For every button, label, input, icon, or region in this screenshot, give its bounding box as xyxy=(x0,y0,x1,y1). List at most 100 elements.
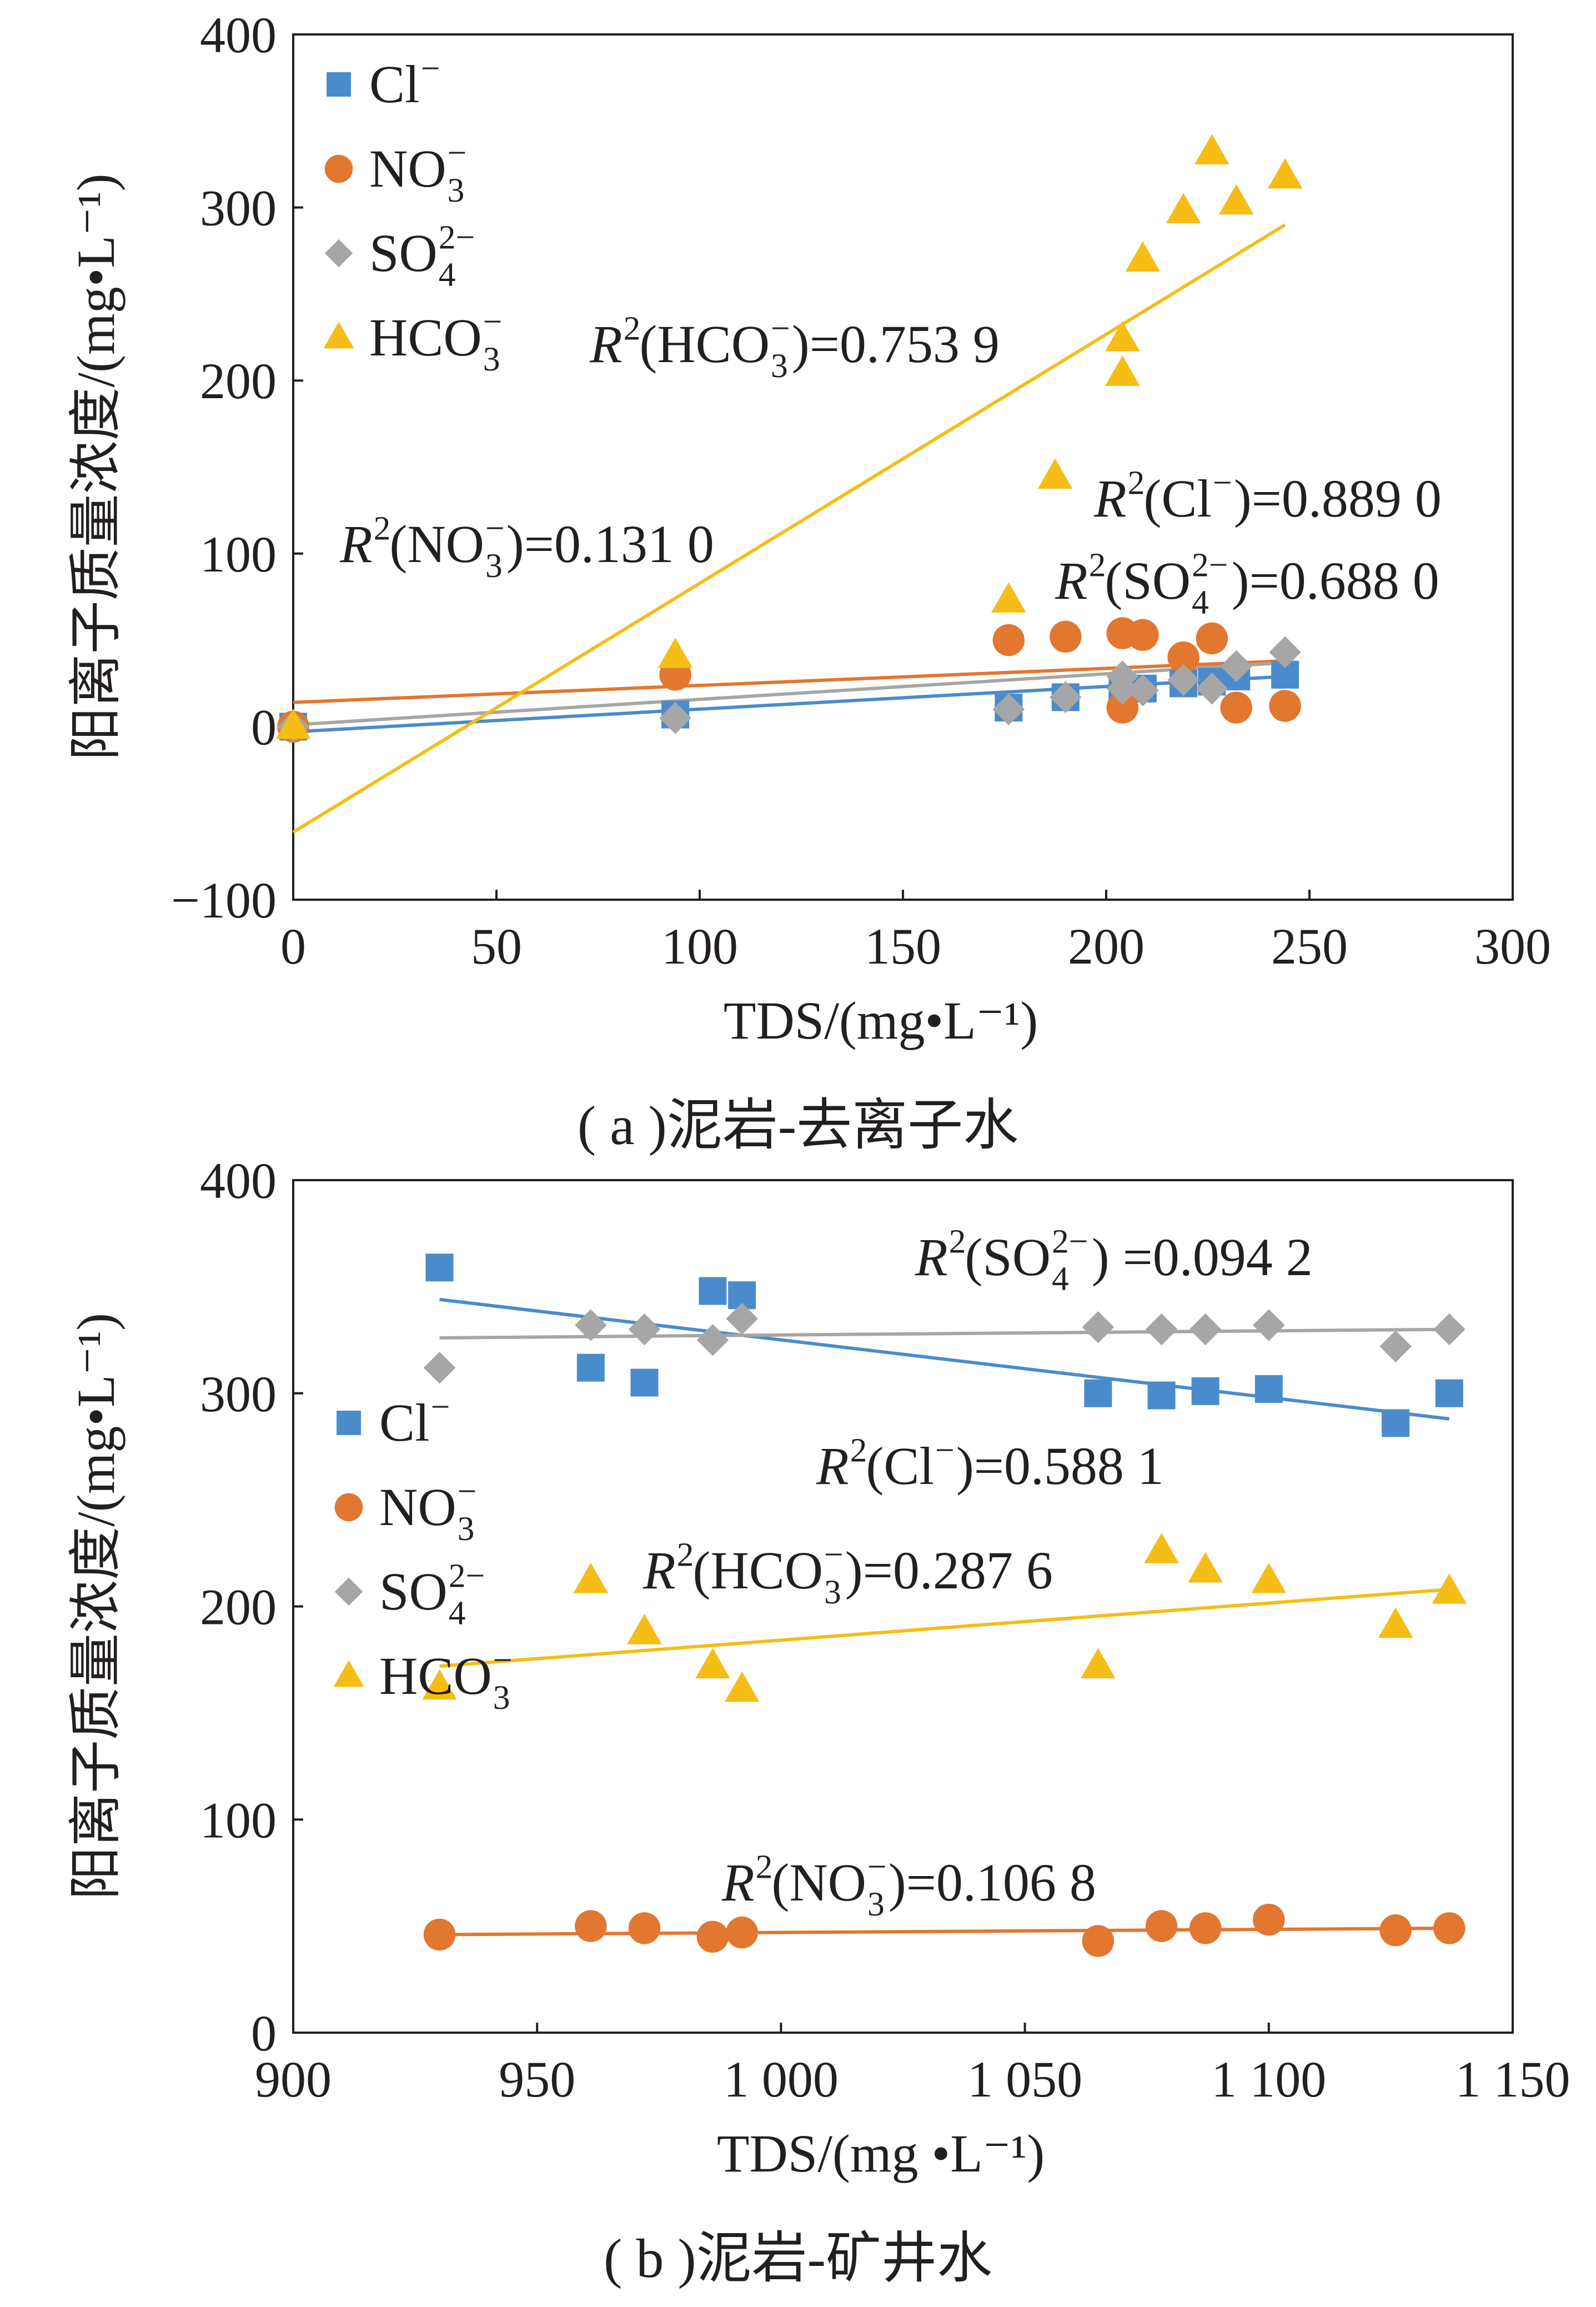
r2-label-cl-r: R xyxy=(816,1436,849,1496)
point-hco3 xyxy=(1378,1607,1413,1638)
legend-label-cl-sup: − xyxy=(421,50,440,88)
fit-line-hco3 xyxy=(439,1587,1450,1668)
point-no3 xyxy=(1082,1925,1115,1957)
r2-label-cl: R 2(Cl −)=0.889 0 xyxy=(1093,464,1442,528)
legend-label-hco3: HCO −3 xyxy=(379,1642,512,1717)
point-hco3 xyxy=(1081,1648,1116,1678)
legend-label-so4-sub: 4 xyxy=(439,256,456,294)
r2-label-no3-value: )=0.131 0 xyxy=(506,514,714,574)
point-so4 xyxy=(696,1324,729,1356)
point-no3 xyxy=(1167,641,1199,674)
point-no3 xyxy=(1189,1912,1222,1944)
point-cl xyxy=(699,1277,727,1305)
legend-label-no3: NO −3 xyxy=(379,1473,476,1548)
r2-label-cl-r: R xyxy=(1093,469,1127,528)
r2-label-so4-value: )=0.688 0 xyxy=(1232,551,1439,610)
point-so4 xyxy=(628,1313,661,1346)
y-tick-label: 0 xyxy=(251,2005,277,2062)
legend-marker-so4 xyxy=(324,239,353,268)
legend-label-hco3-base: HCO xyxy=(369,308,482,367)
point-no3 xyxy=(1050,620,1082,653)
legend-marker-hco3 xyxy=(333,1660,364,1687)
legend-label-no3-sup: − xyxy=(458,1473,477,1511)
legend-label-so4-base: SO xyxy=(369,223,438,283)
r2-label-no3: R 2(NO −3)=0.131 0 xyxy=(339,510,714,585)
point-so4 xyxy=(1269,636,1301,669)
point-no3 xyxy=(1106,691,1139,724)
series-so4 xyxy=(277,636,1301,743)
point-cl xyxy=(425,1253,454,1282)
r2-label-so4-value: ) =0.094 2 xyxy=(1092,1227,1313,1287)
point-so4 xyxy=(1127,674,1159,706)
point-hco3 xyxy=(573,1562,609,1593)
point-no3 xyxy=(1433,1912,1465,1944)
point-so4 xyxy=(1082,1311,1115,1343)
r2-label-no3: R 2(NO −3)=0.106 8 xyxy=(721,1848,1096,1923)
x-tick-label: 1 150 xyxy=(1456,2051,1570,2108)
r2-label-hco3: R 2(HCO −3)=0.753 9 xyxy=(589,310,1000,385)
r2-label-so4-ion-sup: 2− xyxy=(1192,546,1228,584)
point-hco3 xyxy=(695,1648,730,1678)
legend-label-cl-base: Cl xyxy=(369,54,420,114)
legend-label-no3-base: NO xyxy=(379,1477,456,1537)
r2-label-no3-ion-sub: 3 xyxy=(867,1885,885,1923)
point-hco3 xyxy=(1432,1573,1467,1604)
r2-label-hco3-value: )=0.287 6 xyxy=(845,1541,1053,1600)
x-tick-label: 1 000 xyxy=(724,2051,839,2108)
point-so4 xyxy=(1106,673,1139,705)
point-no3 xyxy=(696,1920,729,1953)
legend-label-no3-sub: 3 xyxy=(458,1510,475,1548)
fit-line-so4 xyxy=(439,1327,1449,1340)
point-so4 xyxy=(1253,1309,1285,1341)
point-so4 xyxy=(1167,664,1199,696)
point-no3 xyxy=(423,1918,456,1951)
x-tick-label: 100 xyxy=(661,918,738,975)
y-axis-label: 阳离子质量浓度/(mg•L⁻¹) xyxy=(66,174,126,761)
r2-label-so4-r-sup: 2 xyxy=(949,1223,966,1261)
r2-label-cl-value: )=0.588 1 xyxy=(956,1436,1164,1496)
legend-label-so4-sub: 4 xyxy=(449,1594,466,1632)
r2-label-cl-ion-sup: − xyxy=(1213,464,1232,502)
point-cl xyxy=(1435,1379,1463,1407)
legend-label-so4-sup: 2− xyxy=(449,1557,485,1595)
r2-label-cl-ion: (Cl xyxy=(1143,469,1212,528)
chart-b: 900 950 1 000 1 050 1 100 1 150 0 100 200 300 400 T… xyxy=(66,1152,1570,2289)
r2-label-so4-r-sup: 2 xyxy=(1089,546,1106,584)
y-axis-label: 阳离子质量浓度/(mg•L⁻¹) xyxy=(66,1313,126,1900)
point-hco3 xyxy=(1105,320,1140,352)
r2-label-so4-ion: (SO xyxy=(965,1227,1051,1287)
legend-label-hco3-sub: 3 xyxy=(493,1679,510,1717)
legend-label-hco3-base: HCO xyxy=(379,1646,492,1706)
point-so4 xyxy=(1145,1313,1178,1346)
point-no3 xyxy=(1253,1903,1285,1936)
point-cl xyxy=(630,1368,659,1397)
legend-label-cl: Cl − xyxy=(379,1388,450,1452)
point-hco3 xyxy=(1267,158,1303,189)
point-no3 xyxy=(575,1910,607,1942)
y-tick-label: 300 xyxy=(200,1366,277,1422)
point-no3 xyxy=(1379,1914,1412,1947)
point-hco3 xyxy=(1125,241,1161,272)
point-so4 xyxy=(726,1302,758,1335)
legend-label-hco3-sub: 3 xyxy=(483,340,500,378)
point-so4 xyxy=(1220,650,1252,683)
point-so4 xyxy=(992,693,1025,725)
point-no3 xyxy=(1220,691,1252,724)
r2-label-hco3-ion: (HCO xyxy=(692,1541,823,1600)
point-cl xyxy=(1382,1409,1410,1437)
point-cl xyxy=(1147,1381,1176,1410)
legend-marker-no3 xyxy=(334,1493,363,1522)
r2-label-hco3-ion-sup: − xyxy=(771,310,790,348)
series-hco3 xyxy=(275,134,1303,739)
x-tick-label: 900 xyxy=(255,2051,332,2108)
point-no3 xyxy=(1127,619,1159,651)
legend-marker-cl xyxy=(337,1411,361,1435)
point-hco3 xyxy=(1188,1552,1223,1583)
r2-label-hco3: R 2(HCO −3)=0.287 6 xyxy=(643,1536,1053,1611)
r2-label-no3-r-sup: 2 xyxy=(374,510,391,548)
r2-label-so4: R 2(SO 2−4)=0.688 0 xyxy=(1055,546,1439,621)
legend-label-so4: SO 2−4 xyxy=(379,1557,485,1632)
